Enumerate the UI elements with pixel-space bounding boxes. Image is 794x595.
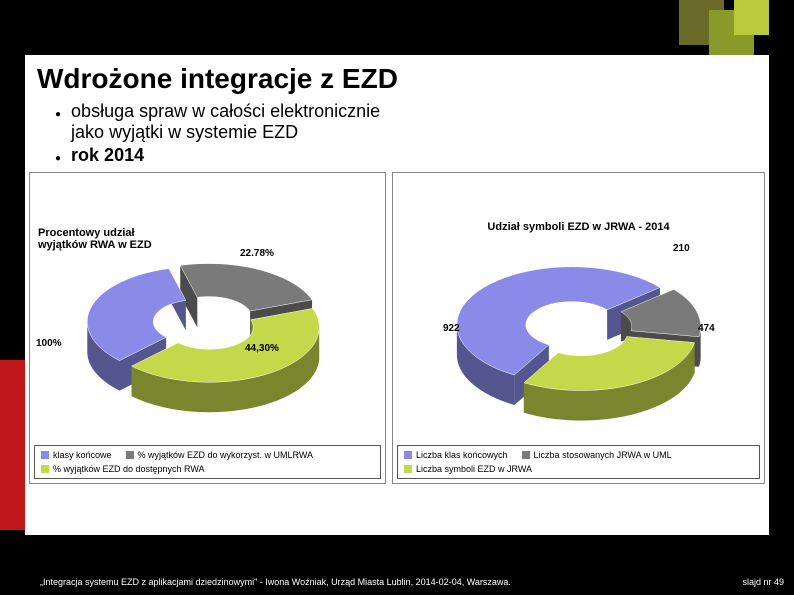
legend-item: Liczba symboli EZD w JRWA bbox=[404, 464, 532, 474]
legend-swatch bbox=[522, 451, 530, 459]
legend-item: % wyjątków EZD do dostępnych RWA bbox=[41, 464, 205, 474]
legend-label: klasy końcowe bbox=[53, 450, 112, 460]
bullet-icon: ● bbox=[55, 153, 61, 164]
chart-right-title: Udział symboli EZD w JRWA - 2014 bbox=[393, 221, 764, 233]
footer-text: „Integracja systemu EZD z aplikacjami dz… bbox=[40, 577, 511, 587]
bullet-2: rok 2014 bbox=[71, 145, 144, 166]
bullet-1-line-2: jako wyjątki w systemie EZD bbox=[71, 122, 380, 143]
legend-swatch bbox=[41, 451, 49, 459]
slide-title: Wdrożone integracje z EZD bbox=[25, 55, 769, 99]
chart-right-legend: Liczba klas końcowych Liczba stosowanych … bbox=[397, 445, 760, 479]
chart-right-svg bbox=[393, 173, 763, 423]
legend-swatch bbox=[41, 465, 49, 473]
chart-value-label: 22.78% bbox=[240, 248, 274, 259]
chart-left-svg bbox=[30, 173, 385, 423]
bullet-1-line-1: obsługa spraw w całości elektronicznie bbox=[71, 101, 380, 122]
slide-footer: „Integracja systemu EZD z aplikacjami dz… bbox=[40, 577, 784, 587]
legend-label: Liczba symboli EZD w JRWA bbox=[416, 464, 532, 474]
slide-panel: Wdrożone integracje z EZD ● obsługa spra… bbox=[25, 55, 769, 535]
corner-decoration bbox=[679, 0, 769, 55]
red-accent-bar bbox=[0, 360, 25, 530]
legend-label: Liczba stosowanych JRWA w UML bbox=[534, 450, 672, 460]
footer-page: slajd nr 49 bbox=[742, 577, 784, 587]
legend-item: Liczba klas końcowych bbox=[404, 450, 508, 460]
chart-value-label: 100% bbox=[36, 338, 62, 349]
chart-left-title: Procentowy udział wyjątków RWA w EZD bbox=[38, 227, 152, 251]
legend-item: klasy końcowe bbox=[41, 450, 112, 460]
legend-label: % wyjątków EZD do wykorzyst. w UMLRWA bbox=[138, 450, 314, 460]
chart-value-label: 44,30% bbox=[245, 343, 279, 354]
bullet-icon: ● bbox=[55, 109, 61, 120]
chart-value-label: 922 bbox=[443, 323, 460, 334]
legend-item: % wyjątków EZD do wykorzyst. w UMLRWA bbox=[126, 450, 314, 460]
chart-left: Procentowy udział wyjątków RWA w EZD kla… bbox=[29, 172, 386, 484]
bullet-list: ● obsługa spraw w całości elektronicznie… bbox=[25, 99, 769, 172]
legend-label: Liczba klas końcowych bbox=[416, 450, 508, 460]
legend-label: % wyjątków EZD do dostępnych RWA bbox=[53, 464, 205, 474]
chart-value-label: 210 bbox=[673, 243, 690, 254]
chart-left-legend: klasy końcowe % wyjątków EZD do wykorzyst… bbox=[34, 445, 381, 479]
chart-right: Udział symboli EZD w JRWA - 2014 Liczba … bbox=[392, 172, 765, 484]
legend-item: Liczba stosowanych JRWA w UML bbox=[522, 450, 672, 460]
chart-value-label: 474 bbox=[698, 323, 715, 334]
legend-swatch bbox=[126, 451, 134, 459]
legend-swatch bbox=[404, 465, 412, 473]
legend-swatch bbox=[404, 451, 412, 459]
